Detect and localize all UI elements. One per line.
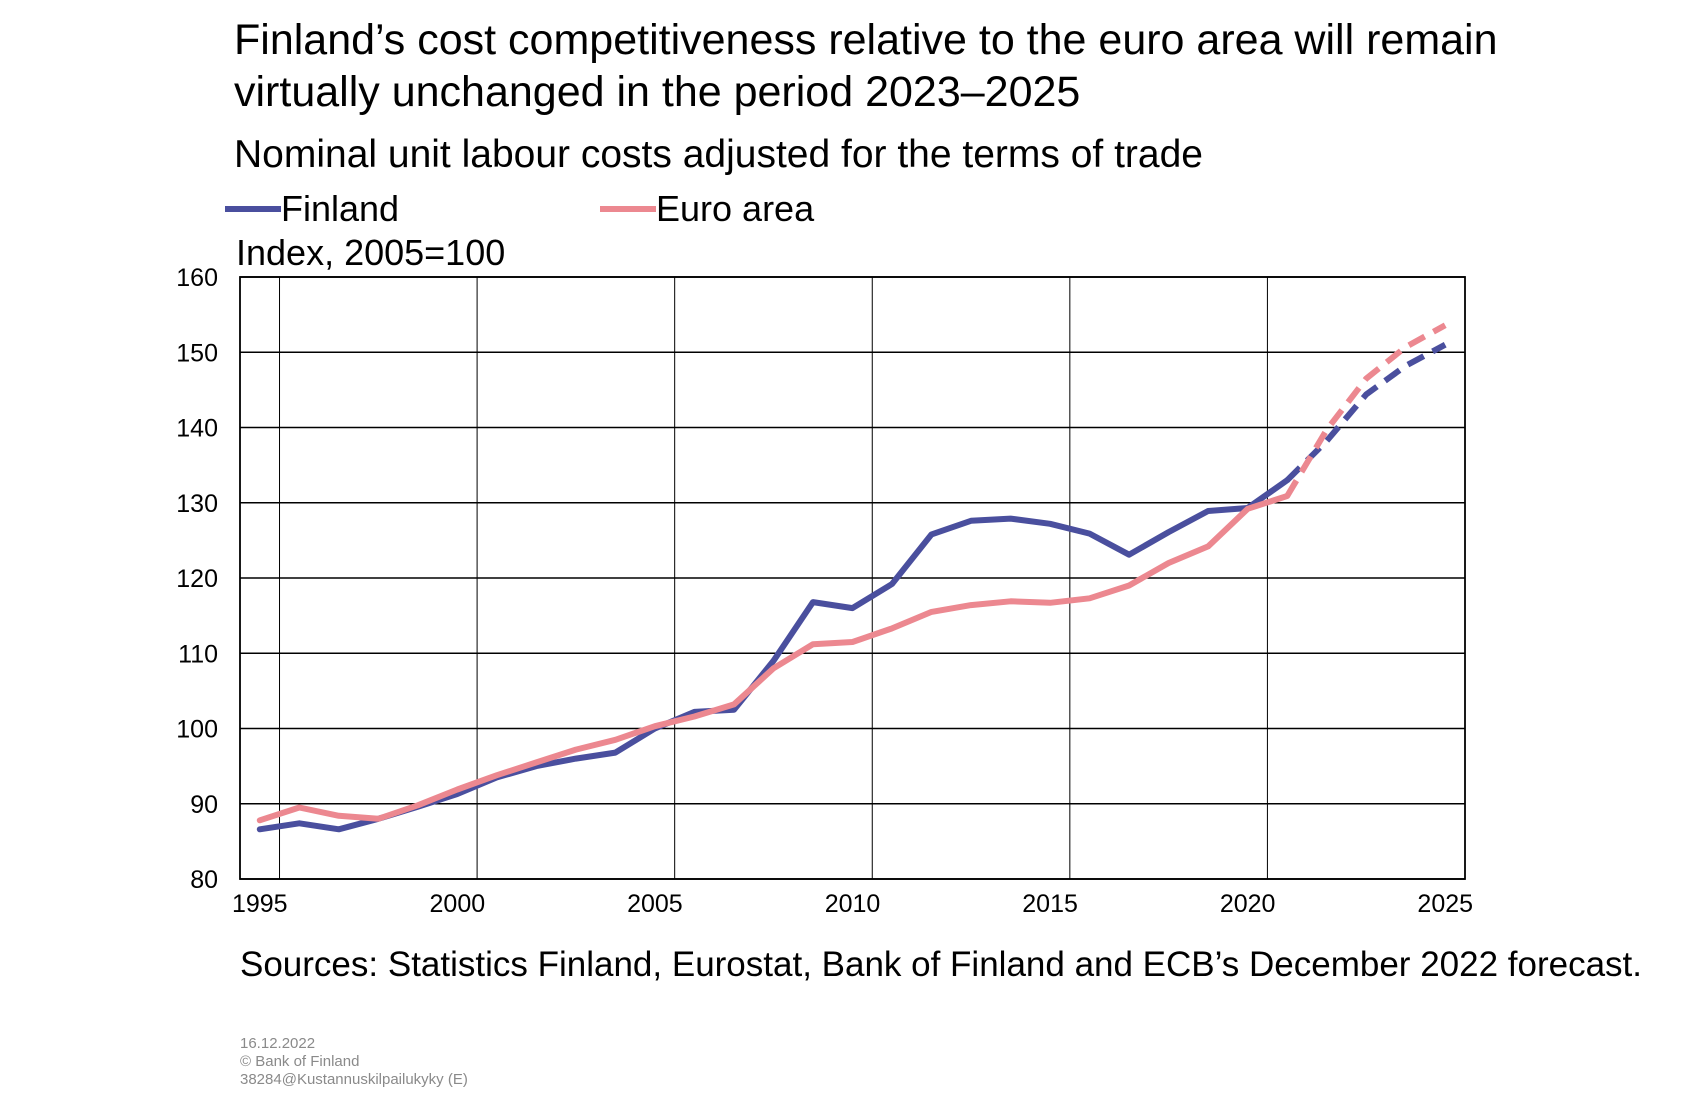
- legend-swatch-euro-area: [600, 206, 656, 212]
- y-tick-label: 80: [190, 866, 218, 894]
- chart-legend: Finland Euro area: [225, 184, 1125, 234]
- x-tick-label: 1995: [232, 890, 288, 918]
- chart-subtitle: Nominal unit labour costs adjusted for t…: [234, 133, 1203, 176]
- series-line-finland: [256, 477, 1291, 833]
- plot-area-frame: [239, 276, 1466, 880]
- series-forecast-line-euro-area: [1284, 322, 1447, 498]
- y-tick-label: 110: [178, 640, 218, 668]
- y-tick-label: 160: [176, 264, 218, 292]
- y-tick-label: 150: [176, 339, 218, 367]
- x-tick-label: 2020: [1220, 890, 1276, 918]
- sources-note: Sources: Statistics Finland, Eurostat, B…: [240, 945, 1642, 984]
- series-forecast-line-finland: [1285, 342, 1447, 483]
- publication-date: 16.12.2022: [240, 1035, 316, 1052]
- y-tick-label: 140: [176, 415, 218, 443]
- x-tick-label: 2025: [1417, 890, 1473, 918]
- y-tick-label: 100: [176, 716, 218, 744]
- series-line-euro-area: [256, 493, 1291, 824]
- legend-item-finland: Finland: [225, 184, 399, 234]
- legend-item-euro-area: Euro area: [600, 184, 814, 234]
- x-tick-label: 2015: [1022, 890, 1078, 918]
- x-tick-label: 2005: [627, 890, 683, 918]
- y-tick-label: 90: [190, 791, 218, 819]
- chart-title: Finland’s cost competitiveness relative …: [234, 16, 1498, 116]
- x-tick-label: 2010: [825, 890, 881, 918]
- copyright-note: © Bank of Finland: [240, 1053, 360, 1070]
- x-tick-label: 2000: [430, 890, 486, 918]
- y-tick-label: 120: [176, 565, 218, 593]
- chart-code: 38284@Kustannuskilpailukyky (E): [240, 1071, 468, 1088]
- legend-swatch-finland: [225, 206, 281, 212]
- y-tick-label: 130: [176, 490, 218, 518]
- legend-label-finland: Finland: [281, 188, 400, 229]
- y-axis-unit-label: Index, 2005=100: [236, 232, 506, 273]
- publication-meta: 16.12.2022 © Bank of Finland 38284@Kusta…: [240, 1035, 468, 1089]
- legend-label-euro-area: Euro area: [656, 188, 815, 229]
